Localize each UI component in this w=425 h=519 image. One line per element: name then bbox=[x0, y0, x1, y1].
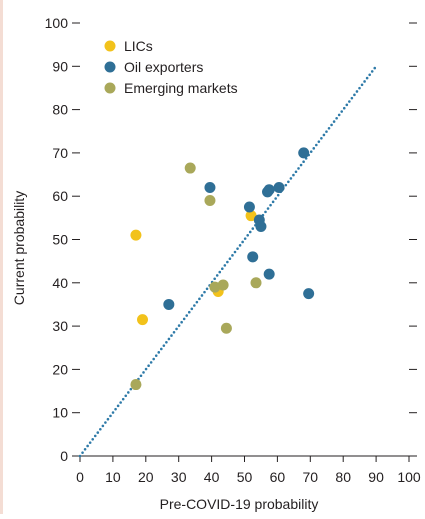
x-tick-label: 50 bbox=[237, 469, 253, 485]
data-point-emerging-markets bbox=[250, 277, 262, 289]
y-tick-label: 60 bbox=[52, 188, 68, 204]
page-left-rule bbox=[0, 0, 3, 514]
data-point-oil-exporters bbox=[204, 182, 216, 194]
data-point-oil-exporters bbox=[163, 298, 175, 310]
data-point-emerging-markets bbox=[209, 281, 221, 293]
y-tick-label: 50 bbox=[52, 232, 68, 248]
y-tick-label: 30 bbox=[52, 318, 68, 334]
y-tick-label: 20 bbox=[52, 361, 68, 377]
legend-marker-emerging-markets bbox=[104, 82, 116, 94]
data-point-emerging-markets bbox=[204, 195, 216, 207]
x-tick-label: 0 bbox=[76, 469, 84, 485]
data-point-emerging-markets bbox=[220, 322, 232, 334]
y-tick-label: 70 bbox=[52, 145, 68, 161]
x-tick-label: 100 bbox=[397, 469, 421, 485]
x-tick-label: 20 bbox=[138, 469, 154, 485]
axes: 0 10 20 30 40 50 60 70 80 90 100 0 10 20 30 40 50 60 70 80 9… bbox=[45, 15, 421, 485]
data-point-emerging-markets bbox=[184, 162, 196, 174]
x-tick-label: 30 bbox=[171, 469, 187, 485]
y-tick-label: 10 bbox=[52, 405, 68, 421]
x-tick-label: 90 bbox=[368, 469, 384, 485]
reference-line-layer bbox=[78, 65, 378, 458]
data-point-oil-exporters bbox=[303, 288, 315, 300]
data-points bbox=[130, 147, 315, 391]
data-point-lics bbox=[137, 314, 149, 326]
data-point-oil-exporters bbox=[255, 221, 267, 233]
y-tick-label: 0 bbox=[60, 448, 68, 464]
legend: LICs Oil exporters Emerging markets bbox=[104, 38, 238, 96]
legend-label-lics: LICs bbox=[124, 38, 153, 54]
legend-marker-lics bbox=[104, 40, 116, 52]
data-point-oil-exporters bbox=[273, 182, 285, 194]
data-point-oil-exporters bbox=[263, 268, 275, 280]
y-tick-label: 90 bbox=[52, 58, 68, 74]
data-point-lics bbox=[130, 229, 142, 241]
data-point-oil-exporters bbox=[247, 251, 259, 263]
data-point-emerging-markets bbox=[217, 279, 229, 291]
y-tick-label: 40 bbox=[52, 275, 68, 291]
data-point-oil-exporters bbox=[298, 147, 310, 159]
y-tick-label: 100 bbox=[45, 15, 69, 31]
reference-line-45-degree bbox=[78, 65, 378, 458]
x-tick-label: 10 bbox=[105, 469, 121, 485]
legend-label-oil-exporters: Oil exporters bbox=[124, 59, 203, 75]
legend-label-emerging-markets: Emerging markets bbox=[124, 80, 238, 96]
data-point-oil-exporters bbox=[243, 201, 255, 213]
x-tick-label: 80 bbox=[335, 469, 351, 485]
x-axis-label: Pre-COVID-19 probability bbox=[160, 496, 319, 512]
y-axis-label: Current probability bbox=[11, 191, 27, 305]
legend-marker-oil-exporters bbox=[104, 61, 116, 73]
y-tick-label: 80 bbox=[52, 102, 68, 118]
data-point-lics bbox=[245, 210, 257, 222]
x-tick-label: 60 bbox=[270, 469, 286, 485]
x-tick-label: 40 bbox=[204, 469, 220, 485]
x-tick-label: 70 bbox=[303, 469, 319, 485]
data-point-oil-exporters bbox=[263, 184, 275, 196]
data-point-emerging-markets bbox=[130, 379, 142, 391]
